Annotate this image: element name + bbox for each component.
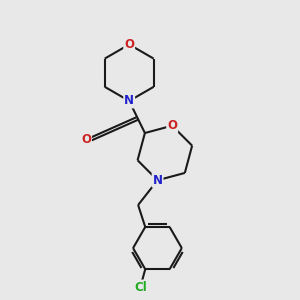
Text: O: O [124,38,134,51]
Text: O: O [81,133,91,146]
Text: N: N [124,94,134,107]
Text: Cl: Cl [134,280,147,293]
Text: N: N [153,174,163,187]
Text: O: O [167,119,177,132]
